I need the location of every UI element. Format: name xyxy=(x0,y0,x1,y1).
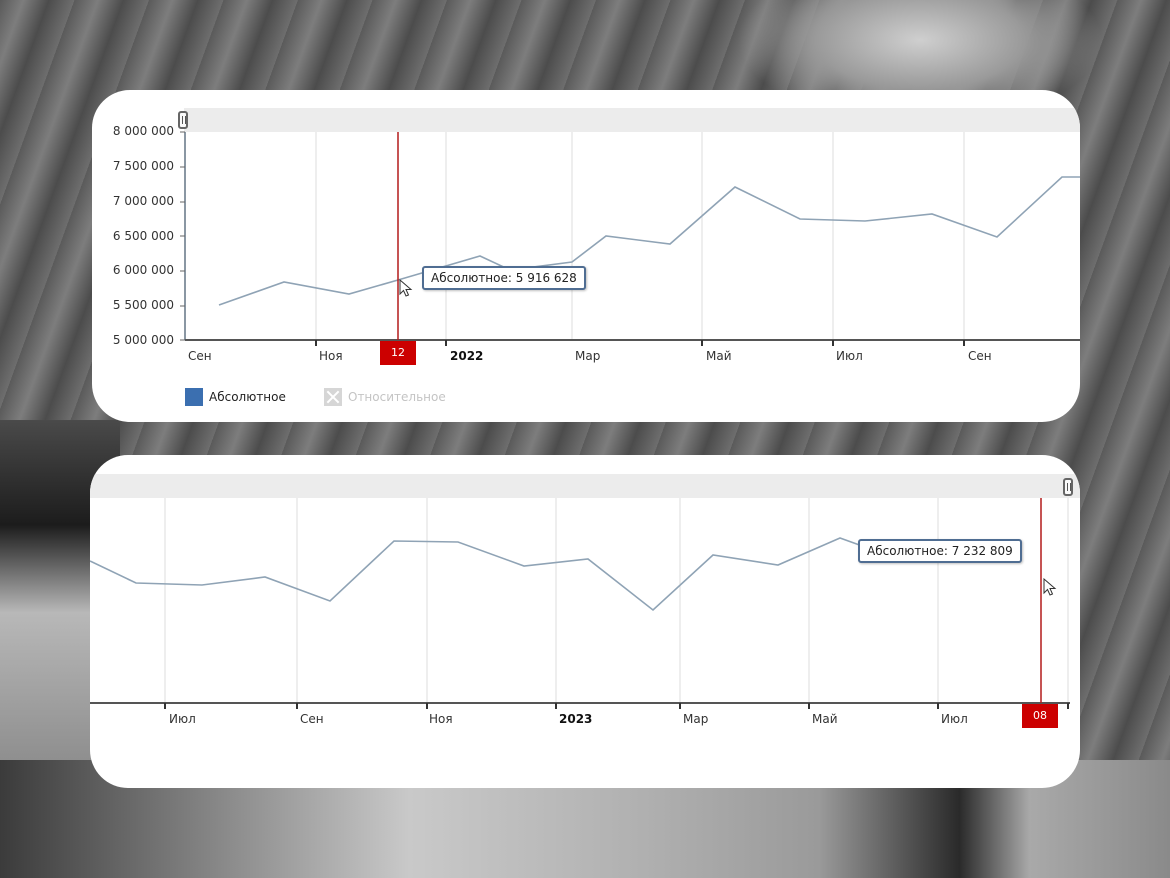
x-tick-label: Июл xyxy=(169,712,196,726)
x-tick-label-year: 2023 xyxy=(559,712,593,726)
date-marker-badge: 08 xyxy=(1022,704,1058,728)
date-marker-badge: 12 xyxy=(380,341,416,365)
y-tick-label: 5 500 000 xyxy=(112,298,174,312)
data-point-tooltip: Абсолютное: 5 916 628 xyxy=(422,266,586,290)
x-tick-label: Июл xyxy=(836,349,863,363)
mouse-cursor-icon xyxy=(1043,578,1057,596)
series-absolute-line xyxy=(90,537,866,612)
x-tick-label: Сен xyxy=(188,349,212,363)
y-tick-label: 7 000 000 xyxy=(112,194,174,208)
y-tick-label: 6 500 000 xyxy=(112,229,174,243)
scrollbar-left-handle-icon[interactable] xyxy=(178,111,188,129)
chart-card-2022-2023: 08 Июл Сен Ноя 2023 Мар Май Июл Абсолютн… xyxy=(90,455,1080,788)
chart-card-2021-2022: 8 000 000 7 500 000 7 000 000 6 500 000 … xyxy=(92,90,1080,422)
series-absolute-line xyxy=(218,176,1080,306)
scrollbar-right-handle-icon[interactable] xyxy=(1063,478,1073,496)
line-chart-plot[interactable] xyxy=(92,90,1080,422)
legend-item-absolute[interactable]: Абсолютное xyxy=(185,388,286,406)
x-tick-label: Июл xyxy=(941,712,968,726)
mouse-cursor-icon xyxy=(399,279,413,297)
y-tick-label: 7 500 000 xyxy=(112,159,174,173)
time-scrollbar[interactable] xyxy=(90,474,1080,498)
y-tick-label: 5 000 000 xyxy=(112,333,174,347)
x-tick-label: Сен xyxy=(300,712,324,726)
y-tick-label: 8 000 000 xyxy=(112,124,174,138)
y-tick-label: 6 000 000 xyxy=(112,263,174,277)
x-tick-label: Май xyxy=(812,712,838,726)
x-tick-label-year: 2022 xyxy=(450,349,484,363)
time-scrollbar[interactable] xyxy=(184,108,1080,132)
x-tick-label: Сен xyxy=(968,349,992,363)
x-tick-label: Ноя xyxy=(429,712,453,726)
x-tick-label: Мар xyxy=(683,712,709,726)
line-chart-plot[interactable] xyxy=(90,455,1080,788)
legend-label: Относительное xyxy=(348,390,446,404)
legend-disabled-x-icon xyxy=(324,388,342,406)
legend-item-relative[interactable]: Относительное xyxy=(324,388,446,406)
x-tick-label: Май xyxy=(706,349,732,363)
x-tick-label: Ноя xyxy=(319,349,343,363)
x-tick-label: Мар xyxy=(575,349,601,363)
legend-swatch-icon xyxy=(185,388,203,406)
data-point-tooltip: Абсолютное: 7 232 809 xyxy=(858,539,1022,563)
legend-label: Абсолютное xyxy=(209,390,286,404)
